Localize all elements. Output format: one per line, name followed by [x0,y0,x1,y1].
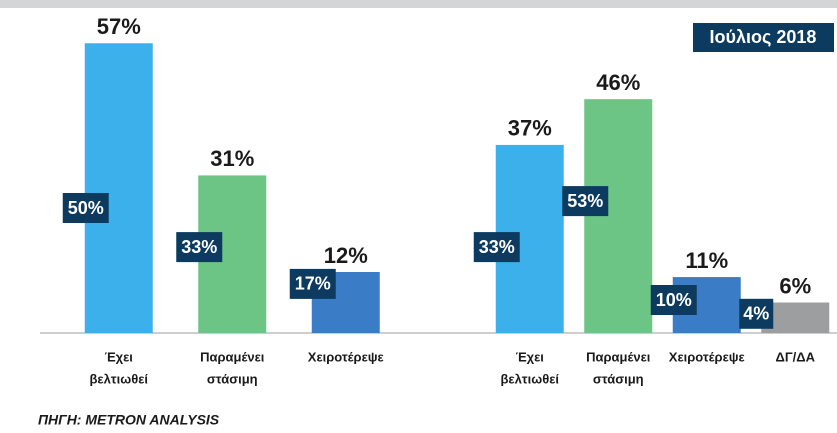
comparison-label: 33% [479,237,515,257]
category-label: στάσιμη [207,371,258,386]
comparison-label: 10% [656,290,692,310]
value-label: 6% [779,273,811,298]
comparison-label: 53% [567,191,603,211]
comparison-box [650,285,697,315]
category-label: Παραμένει [200,349,265,364]
source: ΠΗΓΗ: METRON ANALYSIS [38,412,220,428]
comparison-box [562,186,609,217]
category-label: Έχει [516,349,545,364]
category-label: Χειροτέρεψε [669,349,745,364]
comparison-label: 33% [181,237,217,257]
legend-label: Ιούλιος 2018 [710,27,817,47]
value-label: 57% [97,14,141,39]
comparison-label: 4% [743,304,769,324]
category-label: στάσιμη [593,371,644,386]
comparison-label: 50% [68,198,104,218]
bar [84,43,153,333]
legend-badge [693,23,834,52]
category-label: βελτιωθεί [89,371,148,386]
comparison-box [176,232,223,263]
category-label: Χειροτέρεψε [308,349,384,364]
value-label: 11% [685,248,728,273]
value-label: 31% [210,146,254,171]
value-label: 46% [596,70,640,95]
category-label: ΔΓ/ΔΑ [775,349,815,364]
comparison-box [289,268,336,299]
comparison-box [62,193,109,223]
category-label: βελτιωθεί [500,371,559,386]
comparison-box [739,298,774,329]
category-label: Παραμένει [586,349,651,364]
category-label: Έχει [105,349,134,364]
comparison-box [473,232,520,263]
value-label: 37% [508,116,552,141]
comparison-label: 17% [295,274,331,294]
value-label: 12% [324,243,368,268]
top-strip [0,0,837,8]
